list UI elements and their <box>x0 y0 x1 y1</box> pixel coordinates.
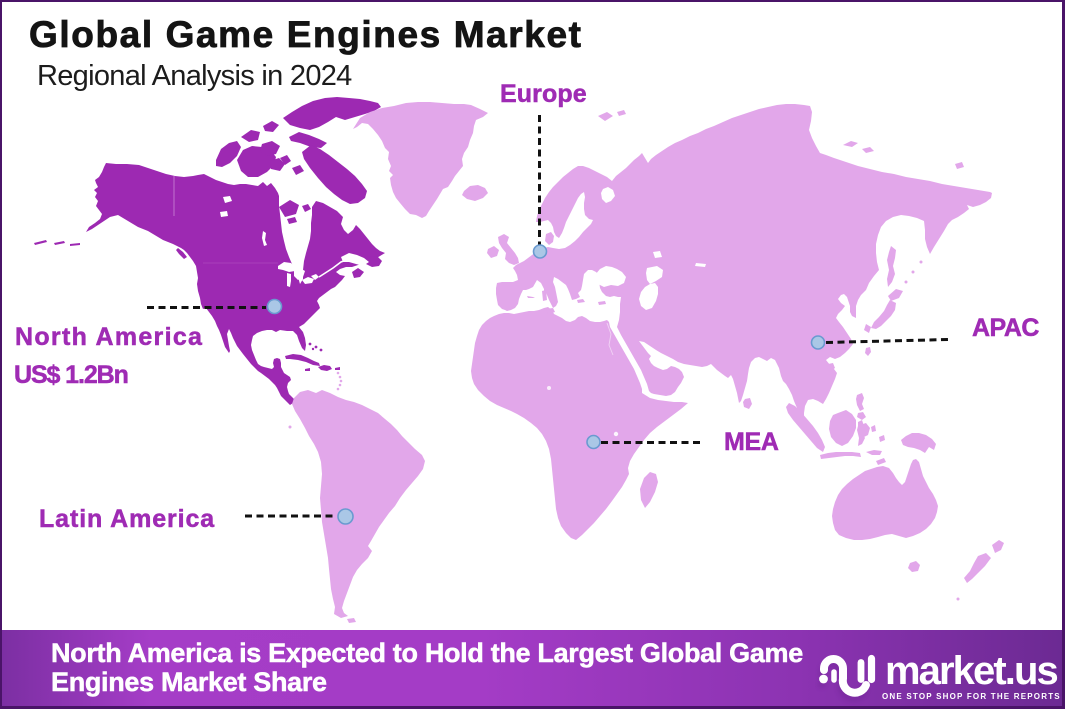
svg-text:market.us: market.us <box>885 649 1058 693</box>
svg-text:ONE STOP SHOP FOR THE REPORTS: ONE STOP SHOP FOR THE REPORTS <box>882 692 1061 701</box>
